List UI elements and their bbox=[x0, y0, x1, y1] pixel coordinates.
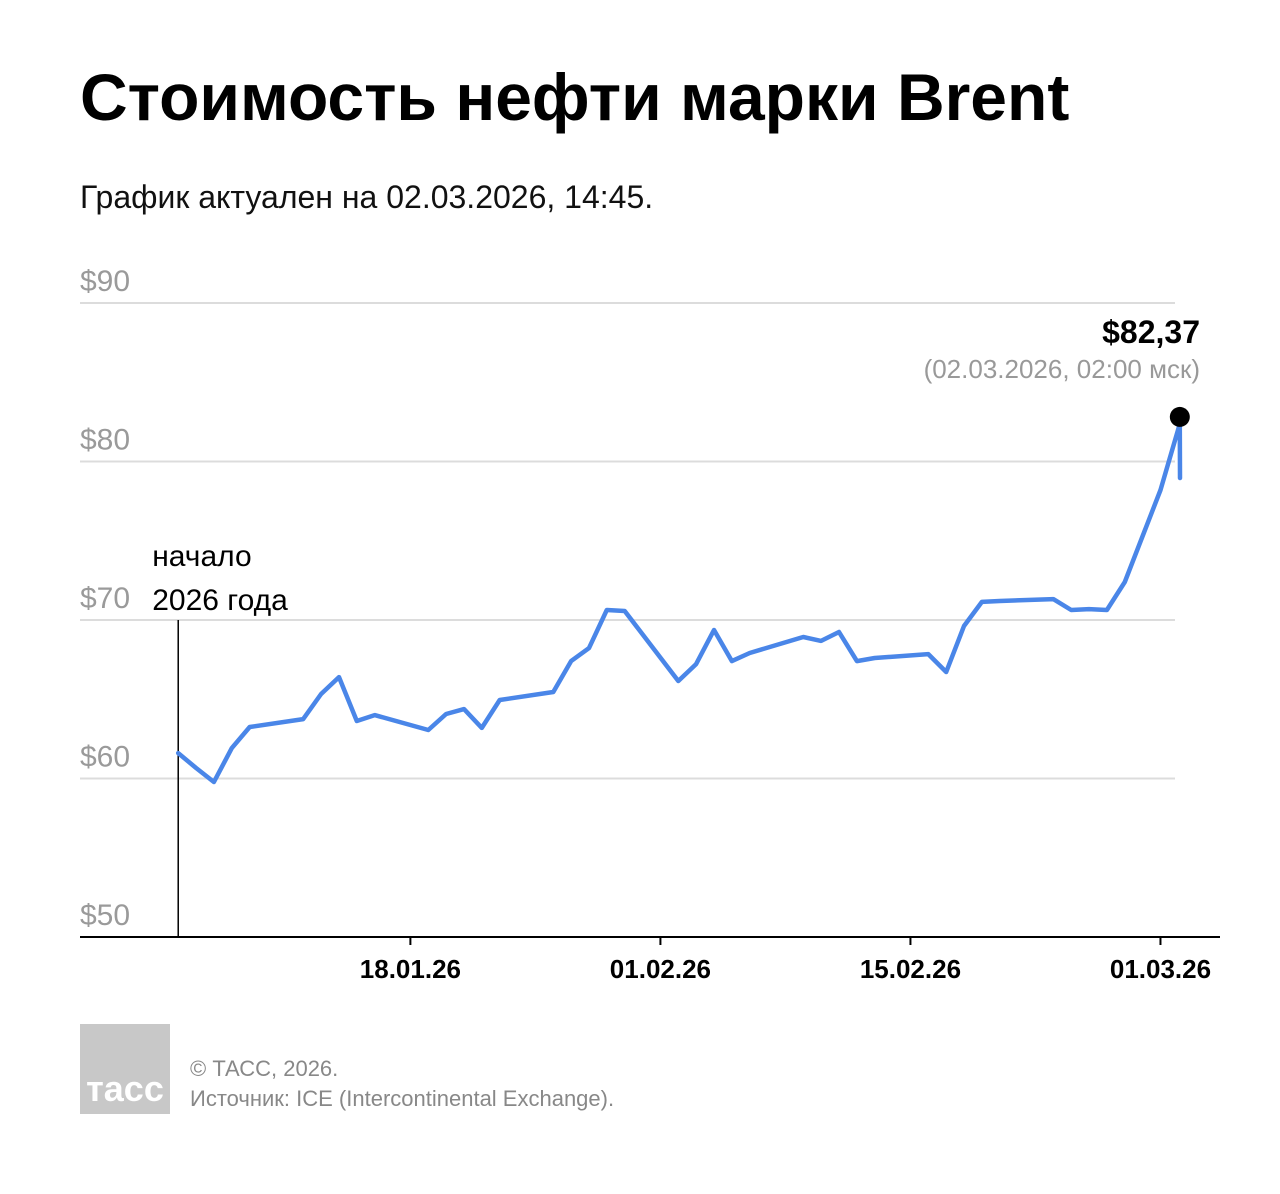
copyright: © ТАСС, 2026. bbox=[190, 1056, 338, 1081]
price-line bbox=[175, 421, 1183, 785]
logo: тасс bbox=[86, 1068, 164, 1109]
y-tick-label: $90 bbox=[80, 265, 130, 298]
annotation-text: 2026 года bbox=[152, 584, 288, 617]
value-label: $82,37 bbox=[1102, 314, 1200, 350]
annotation-text: начало bbox=[152, 540, 251, 573]
x-tick-label: 18.01.26 bbox=[360, 954, 461, 984]
x-tick-label: 01.02.26 bbox=[610, 954, 711, 984]
value-note: (02.03.2026, 02:00 мск) bbox=[924, 354, 1200, 384]
logo-box bbox=[80, 1024, 170, 1114]
y-tick-label: $80 bbox=[80, 424, 130, 457]
y-tick-label: $70 bbox=[80, 582, 130, 615]
x-tick-label: 01.03.26 bbox=[1110, 954, 1211, 984]
source: Источник: ICE (Intercontinental Exchange… bbox=[190, 1086, 614, 1111]
x-tick-label: 15.02.26 bbox=[860, 954, 961, 984]
chart-subtitle: График актуален на 02.03.2026, 14:45. bbox=[80, 179, 653, 215]
chart-title: Стоимость нефти марки Brent bbox=[80, 60, 1069, 134]
last-point bbox=[1169, 406, 1190, 427]
y-tick-label: $50 bbox=[80, 899, 130, 932]
y-tick-label: $60 bbox=[80, 741, 130, 774]
